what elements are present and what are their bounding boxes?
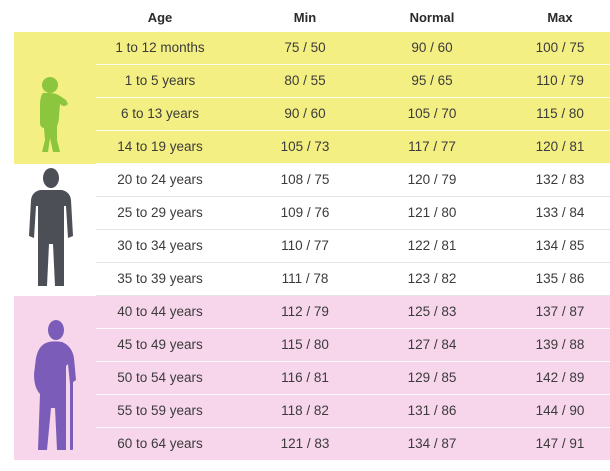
min-cell: 112 / 79: [281, 304, 329, 319]
min-cell: 116 / 81: [281, 370, 329, 385]
header-min: Min: [293, 10, 317, 25]
header-normal: Normal: [409, 10, 455, 25]
elderly-with-cane-silhouette-icon: [34, 320, 76, 450]
adult-silhouette-icon: [29, 168, 73, 286]
row-divider: [96, 229, 610, 230]
age-cell: 1 to 12 months: [115, 40, 205, 55]
table-row: 1 to 5 years 80 / 55 95 / 65 110 / 79: [0, 65, 610, 98]
table-row: 40 to 44 years 112 / 79 125 / 83 137 / 87: [0, 296, 610, 329]
normal-cell: 129 / 85: [407, 370, 457, 385]
max-cell: 147 / 91: [535, 436, 585, 451]
age-cell: 40 to 44 years: [117, 304, 203, 319]
normal-cell: 105 / 70: [407, 106, 457, 121]
header-age: Age: [147, 10, 173, 25]
min-cell: 115 / 80: [281, 337, 329, 352]
min-cell: 108 / 75: [280, 172, 330, 187]
age-cell: 20 to 24 years: [117, 172, 203, 187]
senior-age-band: [14, 296, 610, 460]
normal-cell: 134 / 87: [407, 436, 457, 451]
child-silhouette-icon: [40, 77, 68, 152]
age-cell: 50 to 54 years: [117, 370, 203, 385]
max-cell: 133 / 84: [535, 205, 585, 220]
table-row: 1 to 12 months 75 / 50 90 / 60 100 / 75: [0, 32, 610, 65]
age-cell: 14 to 19 years: [117, 139, 203, 154]
table-row: 35 to 39 years 111 / 78 123 / 82 135 / 86: [0, 263, 610, 296]
max-cell: 135 / 86: [535, 271, 585, 286]
row-divider: [96, 427, 610, 428]
row-divider: [96, 262, 610, 263]
min-cell: 105 / 73: [280, 139, 330, 154]
min-cell: 110 / 77: [281, 238, 329, 253]
max-cell: 137 / 87: [535, 304, 585, 319]
normal-cell: 117 / 77: [408, 139, 456, 154]
normal-cell: 90 / 60: [411, 40, 453, 55]
age-cell: 45 to 49 years: [117, 337, 203, 352]
max-cell: 115 / 80: [536, 106, 584, 121]
normal-cell: 95 / 65: [411, 73, 453, 88]
normal-cell: 121 / 80: [407, 205, 457, 220]
min-cell: 118 / 82: [281, 403, 329, 418]
max-cell: 142 / 89: [535, 370, 585, 385]
row-divider: [96, 97, 610, 98]
max-cell: 100 / 75: [535, 40, 585, 55]
header-max: Max: [547, 10, 573, 25]
min-cell: 80 / 55: [284, 73, 326, 88]
normal-cell: 131 / 86: [407, 403, 457, 418]
row-divider: [96, 130, 610, 131]
normal-cell: 123 / 82: [407, 271, 457, 286]
max-cell: 132 / 83: [535, 172, 585, 187]
normal-cell: 127 / 84: [407, 337, 457, 352]
min-cell: 111 / 78: [281, 271, 329, 286]
age-cell: 6 to 13 years: [120, 106, 200, 121]
row-divider: [96, 361, 610, 362]
max-cell: 139 / 88: [535, 337, 585, 352]
age-cell: 1 to 5 years: [124, 73, 196, 88]
age-cell: 35 to 39 years: [117, 271, 203, 286]
age-cell: 30 to 34 years: [117, 238, 203, 253]
row-divider: [96, 196, 610, 197]
table-row: 45 to 49 years 115 / 80 127 / 84 139 / 88: [0, 329, 610, 362]
row-divider: [96, 295, 610, 296]
max-cell: 120 / 81: [535, 139, 585, 154]
min-cell: 121 / 83: [280, 436, 330, 451]
row-divider: [96, 460, 610, 461]
table-row: 60 to 64 years 121 / 83 134 / 87 147 / 91: [0, 428, 610, 461]
max-cell: 144 / 90: [535, 403, 585, 418]
min-cell: 90 / 60: [284, 106, 326, 121]
max-cell: 110 / 79: [536, 73, 584, 88]
adult-age-band: [14, 164, 610, 296]
max-cell: 134 / 85: [535, 238, 585, 253]
table-row: 50 to 54 years 116 / 81 129 / 85 142 / 89: [0, 362, 610, 395]
age-cell: 55 to 59 years: [117, 403, 203, 418]
row-divider: [96, 328, 610, 329]
table-row: 6 to 13 years 90 / 60 105 / 70 115 / 80: [0, 98, 610, 131]
table-header: Age Min Normal Max: [0, 6, 610, 28]
table-row: 14 to 19 years 105 / 73 117 / 77 120 / 81: [0, 131, 610, 164]
table-row: 25 to 29 years 109 / 76 121 / 80 133 / 84: [0, 197, 610, 230]
table-row: 55 to 59 years 118 / 82 131 / 86 144 / 90: [0, 395, 610, 428]
child-age-band: [14, 32, 610, 164]
min-cell: 75 / 50: [284, 40, 326, 55]
min-cell: 109 / 76: [280, 205, 330, 220]
normal-cell: 122 / 81: [407, 238, 457, 253]
row-divider: [96, 64, 610, 65]
age-cell: 60 to 64 years: [117, 436, 203, 451]
normal-cell: 120 / 79: [407, 172, 457, 187]
row-divider: [96, 394, 610, 395]
row-divider: [96, 163, 610, 164]
table-row: 20 to 24 years 108 / 75 120 / 79 132 / 83: [0, 164, 610, 197]
age-cell: 25 to 29 years: [117, 205, 203, 220]
table-row: 30 to 34 years 110 / 77 122 / 81 134 / 85: [0, 230, 610, 263]
normal-cell: 125 / 83: [407, 304, 457, 319]
